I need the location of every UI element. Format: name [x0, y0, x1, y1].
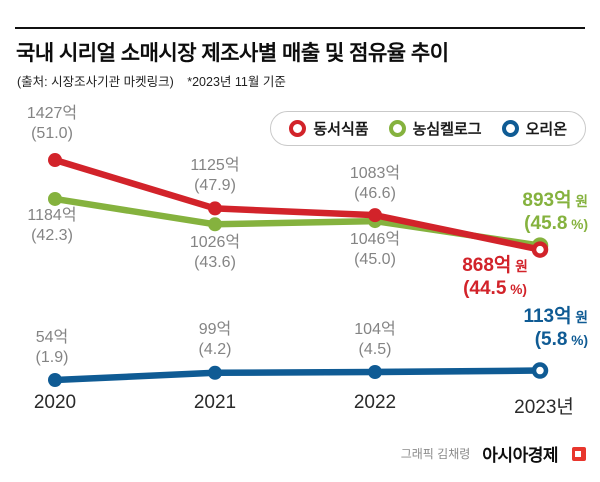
asof-text: *2023년 11월 기준	[187, 75, 286, 89]
dongsuh-marker-icon	[289, 120, 307, 137]
legend-item-dongsuh: 동서식품	[289, 118, 369, 139]
data-point-농심켈로그-2020	[48, 191, 62, 206]
brand-logo-text: 아시아경제	[482, 446, 558, 465]
legend: 동서식품 농심켈로그 오리온	[270, 111, 586, 146]
series-line-오리온	[51, 367, 544, 384]
top-rule	[15, 27, 585, 29]
data-point-농심켈로그-2022	[368, 214, 382, 229]
point-label-orion-2021: 99억 (4.2)	[198, 321, 232, 359]
data-point-오리온-2021	[208, 365, 222, 380]
point-label-dongsuh-2021: 1125억 (47.9)	[190, 157, 240, 195]
x-axis-label-2021: 2021	[193, 392, 237, 413]
source-text: (출처: 시장조사기관 마켓링크)	[17, 75, 174, 89]
footer-credit: 그래픽 김채령	[400, 447, 471, 461]
point-label-dongsuh-2022: 1083억 (46.6)	[349, 165, 401, 203]
data-point-동서식품-2021	[208, 201, 222, 216]
point-label-orion-2020: 54억 (1.9)	[35, 329, 69, 367]
x-axis-label-2023: 2023년	[514, 397, 574, 418]
data-point-농심켈로그-2023년	[531, 237, 549, 254]
point-label-kellogg-2023: 893억 원 (45.8 %)	[522, 190, 588, 234]
x-axis-label-2022: 2022	[353, 392, 397, 413]
page-title: 국내 시리얼 소매시장 제조사별 매출 및 점유율 추이	[16, 42, 449, 65]
legend-label: 오리온	[525, 121, 567, 138]
legend-item-orion: 오리온	[501, 118, 567, 139]
point-label-orion-2023: 113억 원 (5.8 %)	[523, 306, 588, 350]
point-label-kellogg-2022: 1046억 (45.0)	[349, 231, 401, 269]
x-axis-label-2020: 2020	[33, 392, 77, 413]
point-label-dongsuh-2023: 868억 원 (44.5 %)	[462, 255, 528, 299]
point-label-dongsuh-2020: 1427억 (51.0)	[26, 105, 78, 143]
data-point-오리온-2022	[368, 364, 382, 379]
data-point-동서식품-2023년	[531, 241, 549, 258]
page-subtitle: (출처: 시장조사기관 마켓링크) *2023년 11월 기준	[17, 71, 286, 90]
data-point-오리온-2020	[48, 373, 62, 387]
legend-item-kellogg: 농심켈로그	[388, 118, 482, 139]
legend-label: 농심켈로그	[412, 121, 482, 138]
point-label-kellogg-2020: 1184억 (42.3)	[27, 207, 77, 245]
data-point-동서식품-2022	[368, 208, 382, 223]
legend-label: 동서식품	[313, 121, 369, 138]
point-label-orion-2022: 104억 (4.5)	[354, 321, 396, 359]
footer: 그래픽 김채령 아시아경제	[401, 441, 586, 466]
data-point-농심켈로그-2021	[208, 217, 222, 232]
kellogg-marker-icon	[388, 120, 406, 137]
point-label-kellogg-2021: 1026억 (43.6)	[189, 234, 241, 272]
data-point-오리온-2023년	[531, 362, 549, 379]
orion-marker-icon	[501, 120, 519, 137]
data-point-동서식품-2020	[48, 153, 62, 168]
brand-logo-icon	[572, 446, 586, 461]
